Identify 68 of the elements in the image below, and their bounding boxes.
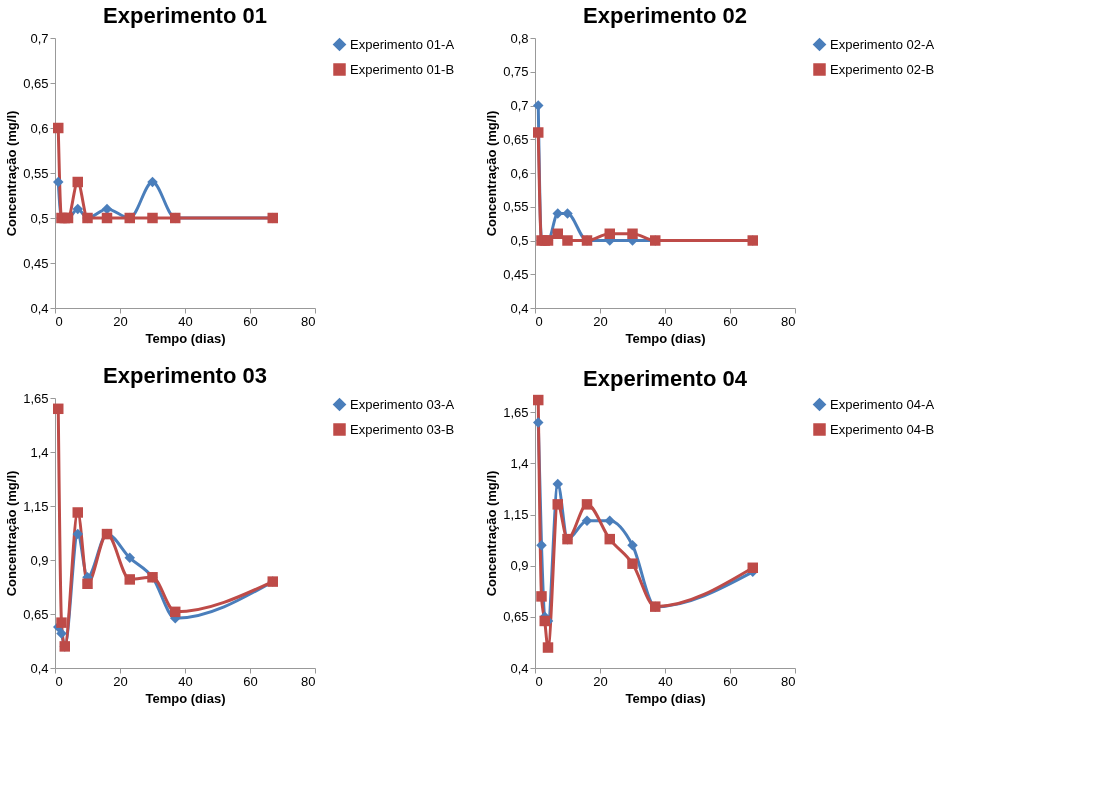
y-tick-label: 0,4 [30, 300, 49, 316]
x-tick-label: 60 [243, 673, 258, 689]
y-tick-label: 0,55 [503, 199, 529, 215]
y-axis-title: Concentração (mg/l) [4, 110, 20, 237]
x-tick-label: 20 [593, 313, 608, 329]
x-tick-label: 40 [178, 673, 193, 689]
x-tick-label: 40 [178, 313, 193, 329]
legend-label: Experimento 02-B [830, 61, 935, 77]
y-tick-label: 0,8 [510, 30, 529, 46]
x-tick-label: 0 [535, 313, 543, 329]
y-tick-label: 0,45 [23, 255, 49, 271]
y-tick-label: 1,4 [510, 455, 529, 471]
legend-label: Experimento 02-A [830, 36, 935, 52]
x-tick-label: 80 [781, 313, 796, 329]
y-tick-label: 1,65 [23, 390, 49, 406]
y-tick-label: 0,7 [30, 30, 49, 46]
x-tick-label: 0 [55, 313, 63, 329]
y-tick-label: 1,4 [30, 444, 49, 460]
y-tick-label: 0,6 [30, 120, 49, 136]
y-tick-label: 0,7 [510, 98, 529, 113]
y-tick-label: 0,9 [30, 552, 49, 568]
x-axis-title: Tempo (dias) [145, 330, 226, 346]
x-tick-label: 60 [723, 313, 738, 329]
y-axis-title: Concentração (mg/l) [484, 470, 500, 597]
y-tick-label: 0,65 [503, 609, 529, 625]
x-axis-title: Tempo (dias) [145, 690, 226, 706]
y-axis-title: Concentração (mg/l) [4, 470, 20, 597]
y-tick-label: 0,65 [503, 131, 529, 147]
x-tick-label: 20 [113, 673, 128, 689]
y-axis-title: Concentração (mg/l) [484, 110, 500, 237]
x-tick-label: 40 [658, 673, 673, 689]
x-tick-label: 0 [535, 673, 543, 689]
chart-title: Experimento 03 [103, 363, 267, 388]
legend-label: Experimento 03-A [350, 396, 455, 412]
y-tick-label: 0,65 [23, 606, 49, 622]
x-tick-label: 80 [781, 673, 796, 689]
x-tick-label: 80 [301, 673, 316, 689]
x-axis-title: Tempo (dias) [625, 330, 706, 346]
y-tick-label: 0,4 [510, 300, 529, 316]
chart-title: Experimento 04 [583, 365, 748, 391]
x-tick-label: 20 [593, 673, 608, 689]
legend-label: Experimento 04-A [830, 396, 935, 412]
y-tick-label: 0,6 [510, 165, 529, 181]
legend-label: Experimento 04-B [830, 421, 935, 437]
legend-label: Experimento 01-A [350, 36, 455, 52]
chart-title: Experimento 02 [583, 3, 747, 28]
y-tick-label: 0,65 [23, 75, 49, 91]
chart-title: Experimento 01 [103, 3, 267, 28]
legend-label: Experimento 03-B [350, 421, 455, 437]
x-tick-label: 20 [113, 313, 128, 329]
y-tick-label: 0,4 [30, 660, 49, 676]
legend-label: Experimento 01-B [350, 61, 455, 77]
y-tick-label: 0,5 [510, 233, 529, 248]
y-tick-label: 0,9 [510, 558, 529, 574]
y-tick-label: 0,5 [30, 210, 49, 226]
x-axis-title: Tempo (dias) [625, 690, 706, 706]
x-tick-label: 60 [723, 673, 738, 689]
y-tick-label: 0,55 [23, 165, 49, 181]
y-tick-label: 1,15 [503, 507, 529, 523]
x-tick-label: 80 [301, 313, 316, 329]
y-tick-label: 0,45 [503, 266, 529, 282]
y-tick-label: 1,15 [23, 498, 49, 514]
y-tick-label: 1,65 [503, 404, 529, 420]
x-tick-label: 40 [658, 313, 673, 329]
y-tick-label: 0,75 [503, 64, 529, 80]
y-tick-label: 0,4 [510, 660, 529, 676]
x-tick-label: 0 [55, 673, 63, 689]
x-tick-label: 60 [243, 313, 258, 329]
